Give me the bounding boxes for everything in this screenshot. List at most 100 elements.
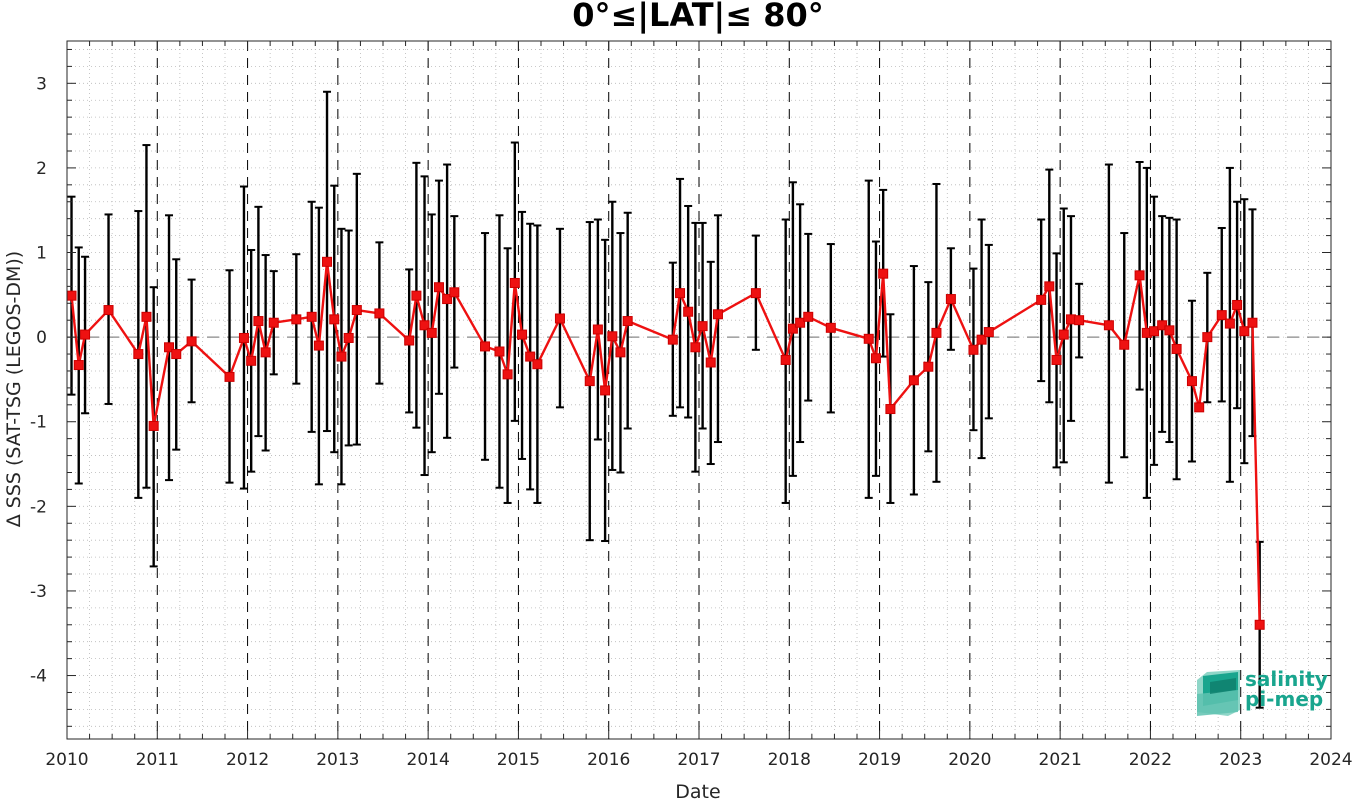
data-point-marker: [923, 361, 934, 372]
data-point-marker: [449, 287, 460, 298]
data-point-marker: [945, 294, 956, 305]
x-tick-label: 2011: [136, 750, 179, 770]
data-point-marker: [374, 308, 385, 319]
data-point-marker: [870, 353, 881, 364]
data-point-marker: [313, 340, 324, 351]
data-point-marker: [433, 282, 444, 293]
x-tick-label: 2023: [1219, 750, 1262, 770]
x-tick-label: 2017: [677, 750, 720, 770]
data-point-marker: [260, 347, 271, 358]
x-tick-label: 2015: [497, 750, 540, 770]
data-point-marker: [968, 344, 979, 355]
y-axis-label: Δ SSS (SAT-TSG (LEGOS-DM)): [3, 251, 25, 527]
data-point-marker: [878, 268, 889, 279]
data-point-marker: [1103, 320, 1114, 331]
data-point-marker: [931, 327, 942, 338]
y-tick-label: 0: [36, 328, 47, 348]
data-point-marker: [186, 336, 197, 347]
data-point-marker: [1194, 402, 1205, 413]
data-point-marker: [976, 334, 987, 345]
x-tick-label: 2018: [768, 750, 811, 770]
salinity-pimep-logo: salinity pi-mep: [1197, 667, 1328, 716]
data-point-marker: [1254, 619, 1265, 630]
data-point-marker: [1232, 299, 1243, 310]
data-point-marker: [863, 333, 874, 344]
data-point-marker: [480, 341, 491, 352]
logo-line2: pi-mep: [1245, 687, 1323, 711]
data-point-marker: [795, 317, 806, 328]
data-point-marker: [1247, 317, 1258, 328]
data-point-marker: [426, 327, 437, 338]
x-tick-label: 2013: [316, 750, 359, 770]
data-point-marker: [164, 342, 175, 353]
data-point-marker: [66, 290, 77, 301]
x-tick-label: 2012: [226, 750, 269, 770]
data-point-marker: [750, 288, 761, 299]
data-point-marker: [885, 404, 896, 415]
y-tick-label: -1: [30, 413, 47, 433]
data-point-marker: [343, 332, 354, 343]
data-point-marker: [697, 321, 708, 332]
x-tick-label: 2019: [858, 750, 901, 770]
data-point-marker: [983, 327, 994, 338]
data-point-marker: [1224, 318, 1235, 329]
data-point-marker: [690, 342, 701, 353]
data-point-marker: [584, 376, 595, 387]
x-tick-label: 2016: [587, 750, 630, 770]
data-point-marker: [351, 305, 362, 316]
data-point-marker: [1044, 281, 1055, 292]
x-tick-label: 2014: [407, 750, 450, 770]
data-point-marker: [532, 359, 543, 370]
data-point-marker: [607, 331, 618, 342]
data-point-marker: [411, 290, 422, 301]
data-point-marker: [291, 314, 302, 325]
data-point-marker: [1149, 326, 1160, 337]
data-point-marker: [780, 354, 791, 365]
data-point-marker: [329, 314, 340, 325]
y-tick-label: 1: [36, 244, 47, 264]
year-separators: [156, 41, 1242, 739]
axis-ticks: [66, 41, 1332, 739]
data-point-marker: [1186, 376, 1197, 387]
y-tick-label: 3: [36, 74, 47, 94]
data-point-marker: [148, 420, 159, 431]
chart-title: 0°≤|LAT|≤ 80°: [572, 0, 823, 35]
y-tick-label: -2: [30, 497, 47, 517]
data-point-marker: [509, 277, 520, 288]
data-point-marker: [615, 347, 626, 358]
data-point-marker: [502, 369, 513, 380]
data-point-marker: [1119, 339, 1130, 350]
data-point-marker: [306, 311, 317, 322]
x-tick-label: 2024: [1309, 750, 1352, 770]
data-point-marker: [683, 306, 694, 317]
markers: [66, 256, 1265, 630]
x-tick-labels: 2010 2011 2012 2013 2014 2015 2016 2017 2018 2019…: [45, 750, 1352, 770]
x-tick-label: 2022: [1129, 750, 1172, 770]
data-point-marker: [908, 375, 919, 386]
y-tick-label: -4: [30, 667, 47, 687]
x-tick-label: 2021: [1039, 750, 1082, 770]
y-tick-labels: 3 2 1 0 -1 -2 -3 -4: [30, 74, 47, 686]
logo-line1: salinity: [1245, 667, 1328, 691]
data-point-marker: [667, 334, 678, 345]
data-point-marker: [1239, 326, 1250, 337]
data-point-marker: [1164, 325, 1175, 336]
data-point-marker: [1171, 343, 1182, 354]
data-point-marker: [675, 288, 686, 299]
data-point-marker: [1058, 329, 1069, 340]
y-tick-label: -3: [30, 582, 47, 602]
data-point-marker: [1202, 332, 1213, 343]
data-point-marker: [525, 351, 536, 362]
data-point-marker: [336, 351, 347, 362]
y-tick-label: 2: [36, 159, 47, 179]
data-point-marker: [600, 385, 611, 396]
data-point-marker: [268, 317, 279, 328]
x-tick-label: 2020: [948, 750, 991, 770]
data-point-marker: [404, 335, 415, 346]
data-point-marker: [133, 349, 144, 360]
data-point-marker: [442, 294, 453, 305]
data-point-marker: [1036, 294, 1047, 305]
data-point-marker: [517, 329, 528, 340]
data-point-marker: [171, 349, 182, 360]
